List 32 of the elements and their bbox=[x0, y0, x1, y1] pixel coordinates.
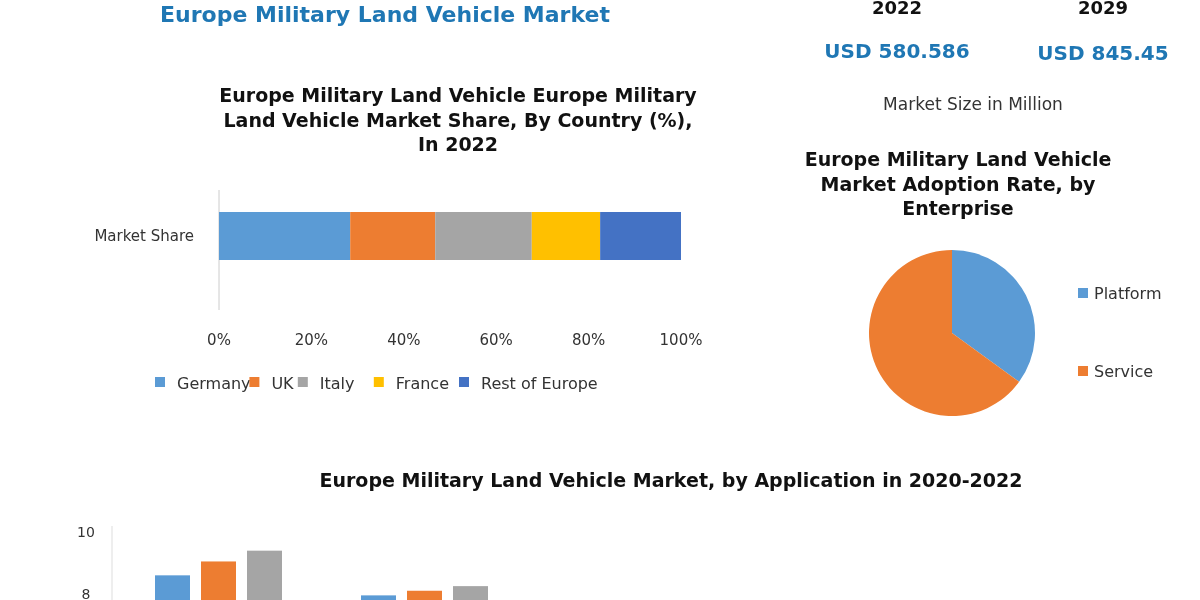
legend-label: Rest of Europe bbox=[481, 374, 598, 393]
bar bbox=[350, 212, 436, 260]
x-tick-label: 80% bbox=[571, 331, 606, 349]
y-tick-label: 10 bbox=[77, 524, 95, 541]
legend-label: France bbox=[395, 374, 449, 393]
bar bbox=[219, 212, 351, 260]
text: Market Size in Million bbox=[883, 94, 1063, 114]
y-tick-label: Market Share bbox=[94, 227, 194, 245]
text: Europe Military Land Vehicle Market, by Application in 2020-2022 bbox=[319, 469, 1023, 491]
x-tick-label: 100% bbox=[659, 331, 703, 349]
bar bbox=[531, 212, 601, 260]
text: USD 845.45 bbox=[1037, 41, 1169, 65]
text: 2029 bbox=[1077, 0, 1129, 18]
chart-title: Europe Military Land Vehicle Market Adoption Rate, by Enterprise bbox=[804, 148, 1112, 220]
text: Europe Military Land Vehicle Market bbox=[160, 2, 611, 27]
x-tick-label: 20% bbox=[294, 331, 329, 349]
legend-label: Platform bbox=[1094, 284, 1162, 303]
bar bbox=[600, 212, 681, 260]
text: 2022 bbox=[871, 0, 923, 18]
x-tick-label: 0% bbox=[207, 331, 231, 349]
legend-label: UK bbox=[271, 374, 295, 393]
y-tick-label: 8 bbox=[81, 585, 91, 600]
bar bbox=[435, 212, 532, 260]
legend-label: Italy bbox=[319, 374, 355, 393]
legend-label: Service bbox=[1094, 362, 1154, 381]
text: USD 580.586 bbox=[824, 39, 970, 63]
legend-label: Germany bbox=[177, 374, 251, 393]
x-tick-label: 40% bbox=[387, 331, 421, 349]
pie-slice bbox=[869, 250, 1020, 416]
chart-title: Europe Military Land Vehicle Europe Military Land Vehicle Market Share, By Country (%), In 2022 bbox=[219, 84, 698, 156]
pie-slice bbox=[952, 250, 1035, 382]
x-tick-label: 60% bbox=[479, 331, 513, 349]
